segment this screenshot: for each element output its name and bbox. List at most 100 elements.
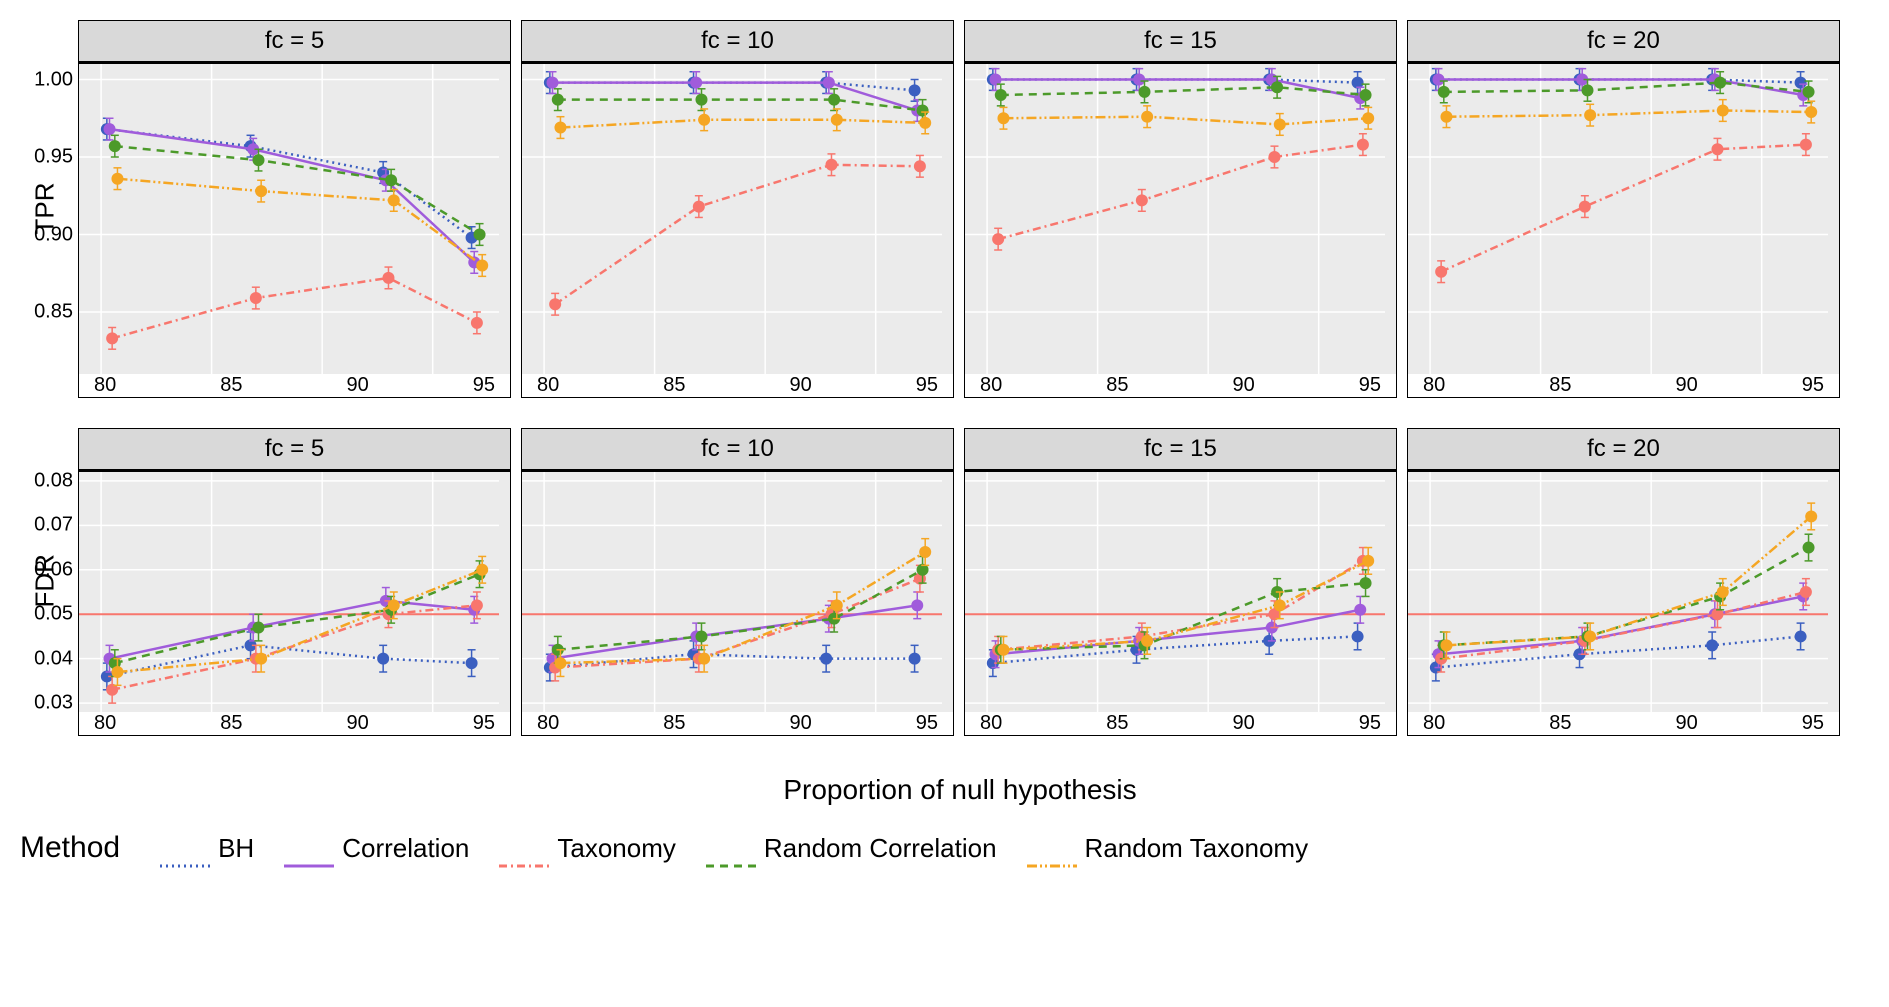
x-tick: 85	[1106, 712, 1128, 735]
data-point	[109, 140, 121, 152]
data-point	[1717, 105, 1729, 117]
facet-strip: fc = 20	[1408, 429, 1839, 472]
data-point	[388, 599, 400, 611]
facet-strip: fc = 15	[965, 21, 1396, 64]
data-point	[1584, 109, 1596, 121]
data-point	[1357, 139, 1369, 151]
x-tick: 80	[94, 712, 116, 735]
x-tick: 95	[916, 712, 938, 735]
data-point	[1362, 112, 1374, 124]
data-point	[554, 122, 566, 134]
data-point	[1714, 77, 1726, 89]
legend-item: Random Correlation	[706, 833, 997, 864]
data-point	[917, 105, 929, 117]
facet-strip: fc = 5	[79, 21, 510, 64]
x-tick: 85	[663, 374, 685, 397]
data-point	[992, 233, 1004, 245]
data-point	[825, 159, 837, 171]
facet-panel: fc = 1580859095	[964, 428, 1397, 736]
plot-svg	[522, 472, 942, 712]
legend-swatch	[706, 847, 756, 850]
data-point	[252, 622, 264, 634]
data-point	[914, 160, 926, 172]
data-point	[111, 666, 123, 678]
data-point	[1706, 639, 1718, 651]
facet-panel: fc = 50.030.040.050.060.070.0880859095	[78, 428, 511, 736]
plot-svg	[1408, 64, 1828, 374]
data-point	[1800, 586, 1812, 598]
x-tick: 80	[980, 374, 1002, 397]
x-ticks: 80859095	[79, 374, 510, 397]
data-point	[111, 173, 123, 185]
x-tick: 90	[1233, 712, 1255, 735]
data-point	[549, 298, 561, 310]
data-point	[1711, 143, 1723, 155]
series-line	[560, 552, 925, 663]
y-tick: 0.04	[34, 647, 73, 670]
x-tick: 95	[1802, 374, 1824, 397]
x-tick: 85	[1549, 374, 1571, 397]
legend: Method BHCorrelationTaxonomyRandom Corre…	[20, 831, 1840, 865]
legend-swatch	[160, 847, 210, 850]
facet-panel: fc = 1580859095	[964, 20, 1397, 398]
data-point	[471, 599, 483, 611]
data-point	[1274, 118, 1286, 130]
plot-svg	[522, 64, 942, 374]
data-point	[1141, 635, 1153, 647]
data-point	[250, 292, 262, 304]
data-point	[690, 77, 702, 89]
x-tick: 80	[1423, 712, 1445, 735]
plot-svg	[79, 64, 499, 374]
x-tick: 90	[1233, 374, 1255, 397]
x-tick: 95	[1359, 712, 1381, 735]
series-line	[558, 100, 923, 111]
data-point	[695, 94, 707, 106]
data-point	[1579, 201, 1591, 213]
data-point	[252, 154, 264, 166]
data-point	[106, 332, 118, 344]
facet-panel: fc = 1080859095	[521, 20, 954, 398]
x-tick: 80	[94, 374, 116, 397]
data-point	[831, 599, 843, 611]
y-tick: 0.95	[34, 146, 73, 169]
legend-label: Random Taxonomy	[1085, 833, 1309, 864]
plot-svg	[79, 472, 499, 712]
data-point	[476, 260, 488, 272]
x-tick: 90	[790, 374, 812, 397]
data-point	[1717, 586, 1729, 598]
legend-label: Taxonomy	[557, 833, 676, 864]
facet-panel: fc = 50.850.900.951.0080859095	[78, 20, 511, 398]
x-tick: 90	[790, 712, 812, 735]
data-point	[1581, 84, 1593, 96]
data-point	[552, 94, 564, 106]
legend-title: Method	[20, 831, 120, 865]
data-point	[476, 564, 488, 576]
x-tick: 80	[1423, 374, 1445, 397]
y-tick-labels: 0.030.040.050.060.070.08	[31, 472, 73, 712]
y-tick: 0.90	[34, 223, 73, 246]
y-tick: 0.85	[34, 301, 73, 324]
x-tick: 95	[473, 712, 495, 735]
data-point	[919, 546, 931, 558]
data-point	[997, 112, 1009, 124]
x-ticks: 80859095	[522, 374, 953, 397]
data-point	[1360, 577, 1372, 589]
data-point	[1440, 639, 1452, 651]
plot-area	[1408, 472, 1839, 712]
data-point	[1803, 86, 1815, 98]
x-axis-label: Proportion of null hypothesis	[80, 774, 1840, 806]
facet-strip: fc = 20	[1408, 21, 1839, 64]
x-ticks: 80859095	[1408, 712, 1839, 735]
data-point	[255, 185, 267, 197]
data-point	[471, 317, 483, 329]
series-line	[558, 570, 923, 650]
facet-strip: fc = 15	[965, 429, 1396, 472]
data-point	[1805, 510, 1817, 522]
rows: TPR fc = 50.850.900.951.0080859095fc = 1…	[20, 20, 1840, 806]
x-tick: 80	[537, 712, 559, 735]
series-line	[1439, 596, 1804, 654]
data-point	[1433, 74, 1445, 86]
x-tick: 90	[1676, 374, 1698, 397]
data-point	[1133, 74, 1145, 86]
data-point	[1271, 81, 1283, 93]
